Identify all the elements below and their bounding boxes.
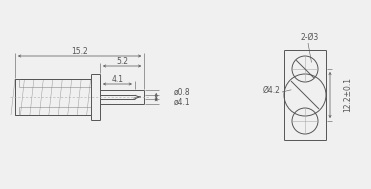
- Text: 5.2: 5.2: [116, 57, 128, 66]
- Text: ø4.1: ø4.1: [174, 98, 191, 106]
- Text: 2-Ø3: 2-Ø3: [301, 33, 319, 42]
- Text: 15.2: 15.2: [71, 46, 88, 56]
- Text: 12.2±0.1: 12.2±0.1: [344, 77, 352, 112]
- Text: ø0.8: ø0.8: [174, 88, 191, 97]
- Text: Ø4.2: Ø4.2: [263, 85, 281, 94]
- Text: 4.1: 4.1: [111, 74, 124, 84]
